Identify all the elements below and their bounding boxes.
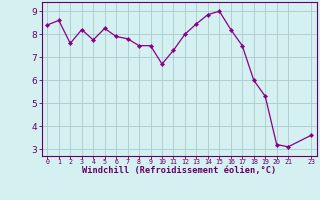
X-axis label: Windchill (Refroidissement éolien,°C): Windchill (Refroidissement éolien,°C) bbox=[82, 166, 276, 175]
